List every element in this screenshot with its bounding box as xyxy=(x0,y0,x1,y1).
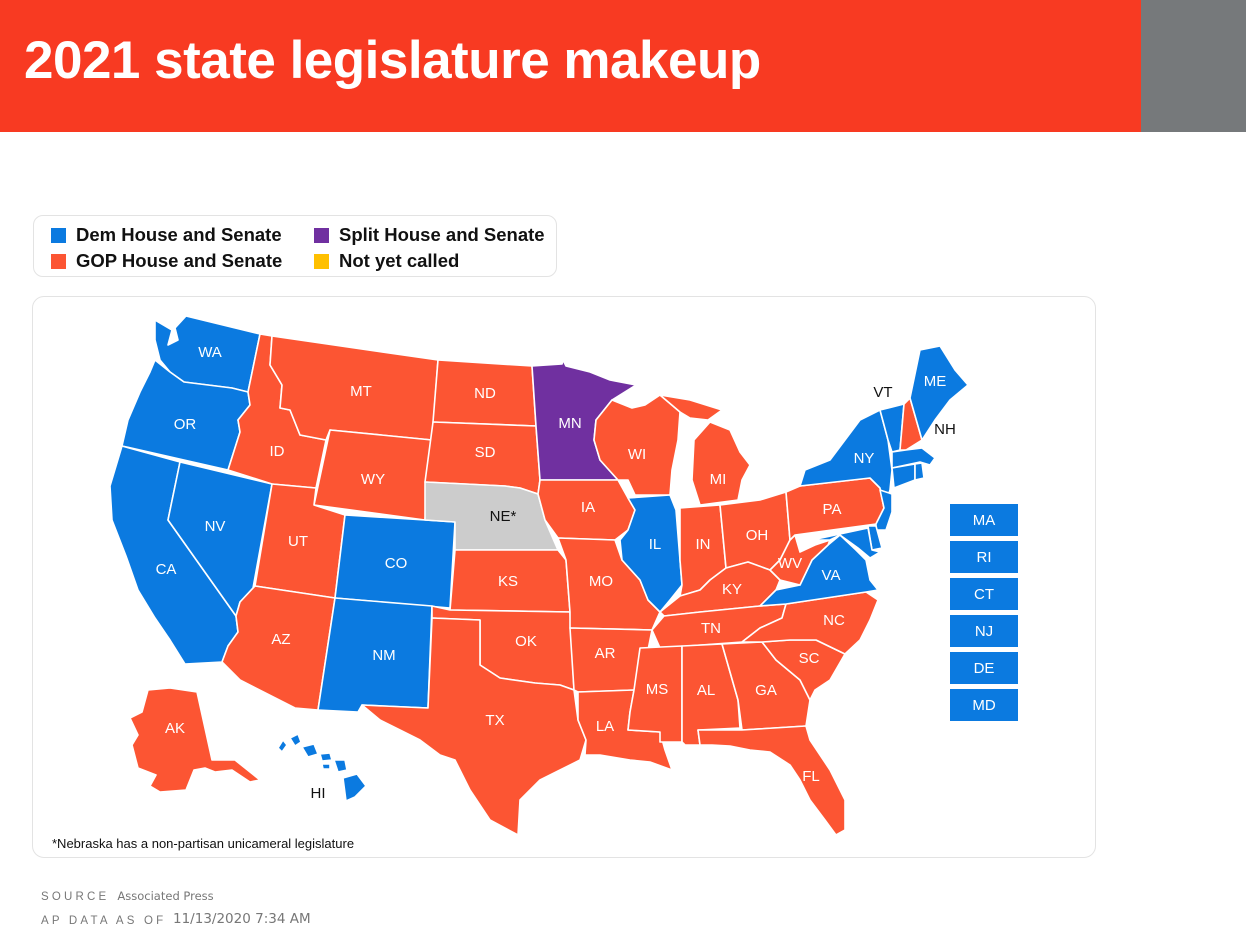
asof-row: AP DATA AS OF 11/13/2020 7:34 AM xyxy=(41,911,311,927)
legend-label: Not yet called xyxy=(339,250,460,271)
label-MO: MO xyxy=(589,573,613,590)
state-IL[interactable] xyxy=(619,494,683,613)
label-PA: PA xyxy=(823,501,842,518)
label-AR: AR xyxy=(595,645,616,662)
state-HI[interactable] xyxy=(277,733,367,802)
split-swatch-icon xyxy=(314,227,329,243)
state-MI[interactable] xyxy=(659,394,751,506)
label-WA: WA xyxy=(198,344,222,361)
state-FL[interactable] xyxy=(697,725,846,836)
label-NH: NH xyxy=(934,421,956,438)
legend-item-gop: GOP House and Senate xyxy=(51,250,282,272)
state-AK[interactable] xyxy=(129,687,261,793)
map-card xyxy=(32,296,1096,858)
label-CO: CO xyxy=(385,555,408,572)
label-NM: NM xyxy=(372,647,395,664)
state-NH[interactable] xyxy=(899,397,923,451)
gop-swatch-icon xyxy=(51,253,66,269)
label-TN: TN xyxy=(701,620,721,637)
label-WV: WV xyxy=(778,555,802,572)
header-bar: 2021 state legislature makeup xyxy=(0,0,1141,132)
label-ME: ME xyxy=(924,373,947,390)
label-WY: WY xyxy=(361,471,385,488)
legend: Dem House and Senate Split House and Sen… xyxy=(33,215,557,277)
dem-swatch-icon xyxy=(51,227,66,243)
small-state-MA[interactable]: MA xyxy=(950,504,1018,536)
label-WI: WI xyxy=(628,446,646,463)
asof-value: 11/13/2020 7:34 AM xyxy=(173,911,311,927)
label-CA: CA xyxy=(156,561,177,578)
source-row: SOURCE Associated Press xyxy=(41,889,214,903)
label-LA: LA xyxy=(596,718,614,735)
label-IN: IN xyxy=(696,536,711,553)
legend-label: GOP House and Senate xyxy=(76,250,283,271)
state-RI[interactable] xyxy=(914,462,925,481)
state-IA[interactable] xyxy=(537,479,636,541)
label-IA: IA xyxy=(581,499,595,516)
label-NC: NC xyxy=(823,612,845,629)
label-MN: MN xyxy=(558,415,581,432)
label-VT: VT xyxy=(873,384,892,401)
label-OK: OK xyxy=(515,633,537,650)
small-state-MD[interactable]: MD xyxy=(950,689,1018,721)
state-MD[interactable] xyxy=(811,527,881,559)
legend-item-split: Split House and Senate xyxy=(314,224,545,246)
label-AL: AL xyxy=(697,682,715,699)
label-MT: MT xyxy=(350,383,372,400)
label-SC: SC xyxy=(799,650,820,667)
label-OR: OR xyxy=(174,416,197,433)
legend-label: Split House and Senate xyxy=(339,224,545,245)
label-MI: MI xyxy=(710,471,727,488)
label-AK: AK xyxy=(165,720,185,737)
label-OH: OH xyxy=(746,527,769,544)
legend-item-dem: Dem House and Senate xyxy=(51,224,282,246)
label-TX: TX xyxy=(485,712,504,729)
label-KY: KY xyxy=(722,581,742,598)
label-KS: KS xyxy=(498,573,518,590)
label-ND: ND xyxy=(474,385,496,402)
label-VA: VA xyxy=(822,567,841,584)
page-title: 2021 state legislature makeup xyxy=(24,31,761,90)
label-GA: GA xyxy=(755,682,777,699)
state-AZ[interactable] xyxy=(221,585,336,711)
label-ID: ID xyxy=(270,443,285,460)
state-ME[interactable] xyxy=(909,345,969,441)
asof-label: AP DATA AS OF xyxy=(41,915,167,927)
small-state-NJ[interactable]: NJ xyxy=(950,615,1018,647)
source-label: SOURCE xyxy=(41,891,110,903)
label-IL: IL xyxy=(649,536,662,553)
label-NV: NV xyxy=(205,518,226,535)
label-NY: NY xyxy=(854,450,875,467)
legend-label: Dem House and Senate xyxy=(76,224,282,245)
label-NE: NE* xyxy=(490,508,517,525)
state-NJ[interactable] xyxy=(875,489,893,531)
label-AZ: AZ xyxy=(271,631,290,648)
state-CO[interactable] xyxy=(334,514,456,609)
legend-item-not-called: Not yet called xyxy=(314,250,459,272)
source-value: Associated Press xyxy=(117,889,214,903)
small-state-RI[interactable]: RI xyxy=(950,541,1018,573)
nebraska-footnote: *Nebraska has a non-partisan unicameral … xyxy=(52,836,355,851)
label-UT: UT xyxy=(288,533,308,550)
small-state-CT[interactable]: CT xyxy=(950,578,1018,610)
state-NE[interactable] xyxy=(424,481,559,551)
label-FL: FL xyxy=(802,768,820,785)
label-MS: MS xyxy=(646,681,669,698)
state-TX[interactable] xyxy=(361,617,587,836)
label-HI: HI xyxy=(311,785,326,802)
state-NC[interactable] xyxy=(741,591,879,655)
small-state-DE[interactable]: DE xyxy=(950,652,1018,684)
header-side-panel xyxy=(1141,0,1246,132)
state-CT[interactable] xyxy=(891,463,916,489)
not-called-swatch-icon xyxy=(314,253,329,269)
label-SD: SD xyxy=(475,444,496,461)
